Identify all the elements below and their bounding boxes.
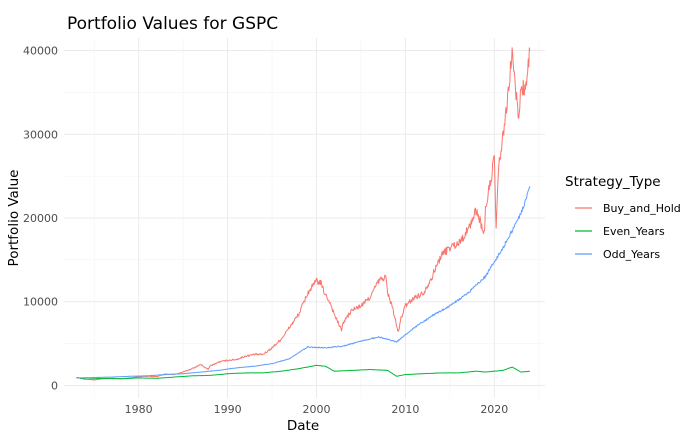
legend-title: Strategy_Type (565, 174, 661, 190)
y-tick-label: 30000 (23, 128, 58, 141)
x-tick-label: 2020 (480, 403, 508, 416)
y-tick-label: 40000 (23, 45, 58, 58)
series-line-even-years (76, 364, 531, 380)
legend: Strategy_Type Buy_and_Hold Even_Years Odd_… (565, 174, 681, 261)
y-tick-label: 20000 (23, 212, 58, 225)
series-line-odd-years (76, 186, 531, 379)
series-lines (76, 47, 531, 381)
y-tick-label: 10000 (23, 296, 58, 309)
legend-items: Buy_and_Hold Even_Years Odd_Years (575, 202, 681, 261)
legend-label-buy-and-hold: Buy_and_Hold (603, 202, 681, 215)
x-tick-label: 1980 (125, 403, 153, 416)
axis-tick-labels: 1980 1990 2000 2010 2020 0 10000 20000 30000 4000… (23, 45, 508, 416)
chart-title: Portfolio Values for GSPC (67, 14, 278, 34)
y-axis-title: Portfolio Value (6, 170, 22, 267)
legend-label-even-years: Even_Years (603, 225, 665, 238)
y-tick-label: 0 (51, 379, 58, 392)
series-line-buy-and-hold (76, 47, 531, 381)
x-tick-label: 1990 (214, 403, 242, 416)
x-tick-label: 2010 (391, 403, 419, 416)
legend-label-odd-years: Odd_Years (603, 248, 660, 261)
x-axis-title: Date (287, 418, 319, 434)
x-tick-label: 2000 (303, 403, 331, 416)
